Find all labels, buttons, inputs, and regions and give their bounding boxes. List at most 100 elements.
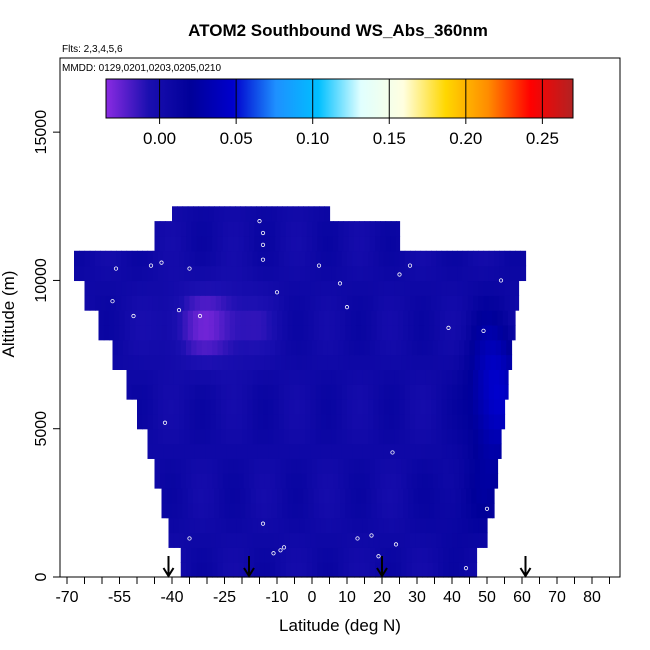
heatmap-cell — [487, 488, 493, 504]
heatmap-cell — [142, 250, 149, 267]
heatmap-cell — [221, 532, 227, 548]
heatmap-cell — [117, 339, 124, 356]
heatmap-cell — [354, 473, 360, 489]
heatmap-cell — [427, 339, 434, 356]
heatmap-cell — [418, 310, 425, 326]
heatmap-cell — [95, 280, 101, 296]
heatmap-cell — [278, 250, 285, 267]
heatmap-cell — [413, 324, 420, 341]
heatmap-cell — [422, 547, 429, 563]
x-tick-label: 0 — [308, 589, 317, 606]
heatmap-cell — [480, 473, 486, 489]
heatmap-cell — [431, 280, 437, 296]
heatmap-cell — [179, 532, 185, 548]
heatmap-cell — [306, 473, 313, 489]
heatmap-cell — [187, 206, 194, 222]
heatmap-cell — [268, 428, 275, 445]
heatmap-cell — [338, 547, 345, 563]
heatmap-cell — [273, 295, 280, 311]
heatmap-cell — [326, 280, 332, 296]
heatmap-cell — [446, 517, 453, 534]
heatmap-cell — [259, 562, 266, 578]
heatmap-cell — [294, 384, 301, 400]
flight-arrow — [519, 556, 532, 578]
heatmap-cell — [215, 413, 222, 430]
heatmap-cell — [154, 235, 161, 252]
heatmap-cell — [485, 354, 492, 370]
heatmap-cell — [462, 280, 469, 296]
heatmap-cell — [196, 562, 203, 578]
heatmap-cell — [441, 280, 448, 296]
heatmap-cell — [403, 310, 409, 326]
heatmap-cell — [499, 265, 506, 282]
heatmap-cell — [184, 369, 191, 385]
heatmap-cell — [284, 384, 290, 400]
heatmap-cell — [376, 324, 383, 341]
heatmap-cell — [256, 206, 262, 222]
heatmap-cell — [315, 428, 322, 445]
heatmap-cell — [235, 488, 241, 504]
heatmap-cell — [205, 399, 212, 415]
heatmap-cell — [221, 443, 227, 459]
heatmap-cell — [291, 339, 297, 356]
heatmap-cell — [333, 562, 339, 578]
heatmap-cell — [249, 235, 255, 252]
heatmap-cell — [494, 399, 500, 415]
heatmap-cell — [448, 547, 455, 563]
heatmap-cell — [397, 310, 404, 326]
heatmap-cell — [266, 310, 273, 326]
heatmap-cell — [231, 428, 238, 445]
heatmap-cell — [460, 324, 467, 341]
heatmap-cell — [317, 235, 324, 252]
heatmap-cell — [180, 562, 187, 578]
heatmap-cell — [208, 324, 215, 341]
heatmap-cell — [329, 310, 336, 326]
heatmap-cell — [278, 399, 285, 415]
heatmap-cell — [368, 250, 374, 267]
heatmap-cell — [275, 339, 282, 356]
heatmap-cell — [425, 413, 432, 430]
heatmap-cell — [301, 221, 308, 237]
heatmap-cell — [182, 502, 189, 519]
heatmap-cell — [121, 265, 128, 282]
heatmap-cell — [320, 413, 327, 430]
heatmap-cell — [254, 458, 261, 474]
heatmap-cell — [270, 458, 276, 474]
heatmap-cell — [418, 502, 425, 519]
heatmap-cell — [184, 517, 191, 534]
heatmap-cell — [196, 354, 203, 370]
heatmap-cell — [501, 354, 507, 370]
heatmap-cell — [98, 310, 105, 326]
heatmap-cell — [438, 354, 444, 370]
heatmap-cell — [378, 399, 385, 415]
heatmap-cell — [462, 250, 469, 267]
heatmap-cell — [236, 517, 243, 534]
sample-point — [159, 260, 164, 265]
heatmap-cell — [233, 221, 240, 237]
heatmap-cell — [191, 221, 198, 237]
heatmap-cell — [292, 206, 299, 222]
heatmap-cell — [200, 413, 206, 430]
heatmap-cell — [180, 354, 187, 370]
heatmap-cell — [289, 517, 296, 534]
heatmap-cell — [420, 517, 427, 534]
heatmap-cell — [457, 280, 464, 296]
heatmap-cell — [313, 310, 320, 326]
heatmap-cell — [252, 295, 259, 311]
heatmap-cell — [478, 532, 485, 548]
heatmap-cell — [488, 384, 495, 400]
heatmap-cell — [173, 399, 180, 415]
heatmap-cell — [173, 443, 180, 459]
heatmap-cell — [226, 428, 233, 445]
heatmap-cell — [368, 265, 374, 282]
heatmap-cell — [389, 384, 395, 400]
heatmap-cell — [327, 562, 334, 578]
heatmap-cell — [401, 562, 408, 578]
heatmap-cell — [303, 324, 310, 341]
heatmap-cell — [509, 265, 516, 282]
heatmap-cell — [270, 473, 276, 489]
x-tick-label: 80 — [583, 589, 601, 606]
heatmap-cell — [485, 339, 492, 356]
heatmap-cell — [425, 265, 432, 282]
heatmap-cell — [212, 458, 219, 474]
